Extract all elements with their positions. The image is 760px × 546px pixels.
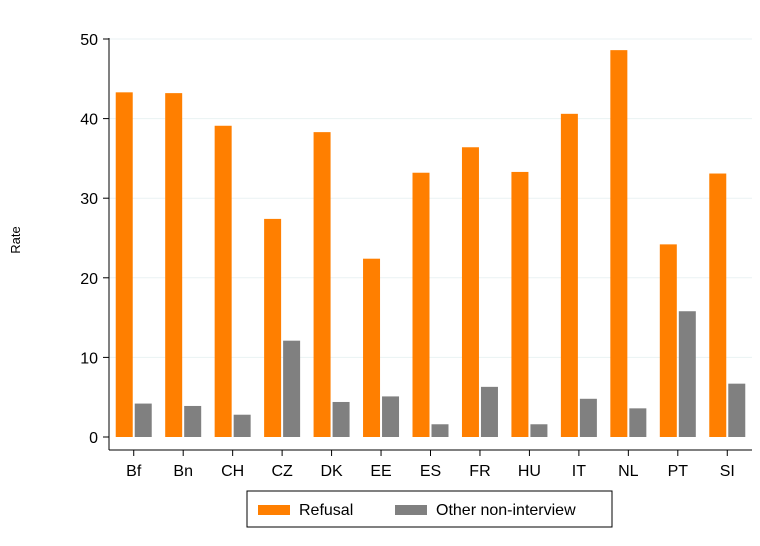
bar-other-non-interview-bn — [184, 405, 202, 437]
bars — [115, 50, 746, 438]
bar-refusal-ee — [363, 258, 381, 437]
legend-swatch-other-non-interview — [395, 505, 427, 515]
bar-other-non-interview-ch — [233, 414, 251, 437]
bar-other-non-interview-cz — [283, 340, 301, 437]
x-tick-label: EE — [370, 463, 391, 480]
bar-other-non-interview-pt — [678, 311, 696, 437]
x-tick-label: Bn — [173, 463, 193, 480]
y-tick-label: 40 — [80, 112, 98, 129]
bar-refusal-nl — [610, 50, 628, 437]
x-tick-label: SI — [720, 463, 735, 480]
bar-refusal-fr — [461, 147, 479, 438]
x-tick-label: FR — [469, 463, 490, 480]
y-tick-label: 0 — [89, 430, 98, 447]
x-tick-label: PT — [668, 463, 689, 480]
bar-other-non-interview-it — [579, 398, 597, 437]
bar-other-non-interview-ee — [382, 396, 400, 437]
y-tick-label: 30 — [80, 191, 98, 208]
x-tick-label: ES — [420, 463, 441, 480]
bar-other-non-interview-es — [431, 424, 449, 437]
x-tick-label: HU — [518, 463, 541, 480]
bar-refusal-it — [560, 113, 578, 437]
x-tick-label: DK — [320, 463, 343, 480]
legend-swatch-refusal — [258, 505, 290, 515]
bar-refusal-bn — [165, 93, 183, 438]
legend-box — [246, 490, 613, 528]
bar-refusal-dk — [313, 132, 331, 437]
y-axis-title: Rate — [8, 226, 23, 253]
x-tick-label: CZ — [271, 463, 293, 480]
bar-refusal-si — [709, 173, 727, 438]
bar-refusal-pt — [659, 244, 677, 437]
bar-other-non-interview-si — [728, 383, 746, 437]
legend-label-refusal: Refusal — [299, 502, 353, 519]
bar-other-non-interview-bf — [134, 403, 152, 437]
x-axis: Bf Bn CH CZ DK EE ES FR HU IT NL PT SI — [109, 449, 752, 480]
bar-other-non-interview-nl — [629, 408, 647, 437]
bar-refusal-cz — [264, 218, 282, 437]
bar-refusal-es — [412, 172, 430, 437]
legend-label-other-non-interview: Other non-interview — [436, 502, 576, 519]
bar-refusal-bf — [115, 92, 133, 437]
y-tick-label: 20 — [80, 271, 98, 288]
y-axis: 0 10 20 30 40 50 — [80, 32, 110, 450]
bar-other-non-interview-hu — [530, 424, 548, 437]
bar-other-non-interview-dk — [332, 401, 350, 437]
x-tick-label: Bf — [126, 463, 142, 480]
bar-refusal-hu — [511, 171, 529, 437]
y-tick-label: 10 — [80, 350, 98, 367]
bar-refusal-ch — [214, 125, 232, 437]
x-tick-label: CH — [221, 463, 244, 480]
x-tick-label: IT — [572, 463, 586, 480]
legend: Refusal Other non-interview — [246, 490, 613, 528]
y-tick-label: 50 — [80, 32, 98, 49]
bar-other-non-interview-fr — [480, 386, 498, 437]
x-tick-label: NL — [618, 463, 639, 480]
plot-area: 0 10 20 30 40 50 Bf Bn CH CZ DK EE ES FR HU IT NL PT SI — [80, 32, 752, 480]
